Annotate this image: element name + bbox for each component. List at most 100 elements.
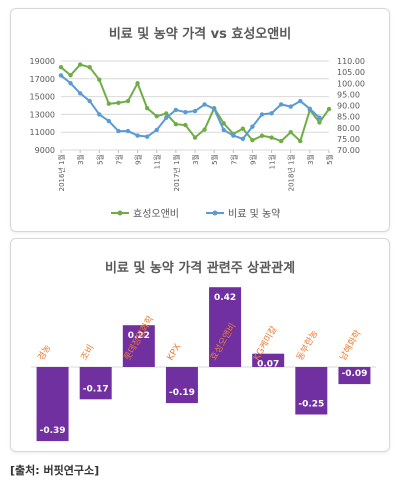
correlation-bar: [252, 353, 285, 367]
correlation-bar: [209, 287, 242, 367]
series-point: [144, 134, 150, 139]
series-point: [135, 81, 140, 86]
series-point: [77, 91, 83, 96]
legend-marker: [212, 210, 218, 216]
legend-label: 비료 및 농약: [228, 208, 280, 220]
series-point: [87, 65, 92, 70]
x-axis-tick-label: 3월: [306, 154, 315, 165]
category-label: 동부한농: [294, 328, 320, 362]
x-axis-tick-label: 9월: [248, 154, 257, 165]
correlation-bar: [165, 367, 198, 404]
series-point: [125, 128, 131, 134]
series-point: [97, 112, 102, 117]
bar-value-label: -0.19: [169, 388, 195, 398]
series-point: [183, 122, 188, 128]
left-axis-tick-label: 9000: [35, 146, 55, 155]
series-point: [116, 128, 121, 134]
x-axis-tick-label: 2016년 1월: [57, 154, 66, 191]
bar-chart: -0.39경농-0.17조비0.22롯데정밀화학-0.19KPX0.42효성오앤…: [31, 287, 376, 442]
series-point: [77, 62, 83, 67]
line-chart: 19000 17000 15000 13000 11000 9000 110.00 105.0…: [30, 57, 365, 220]
left-axis-tick-label: 19000: [30, 57, 55, 66]
series-point: [307, 106, 313, 112]
series-point: [202, 127, 207, 132]
series-point: [58, 73, 64, 78]
price-vs-stock-chart-panel: 비료 및 농약 가격 vs 효성오앤비 19000 17000 15000 13000…: [10, 8, 390, 232]
series-point: [317, 120, 322, 125]
series-point: [250, 124, 255, 129]
series-point: [173, 121, 179, 127]
right-axis-tick-label: 100.00: [337, 79, 365, 88]
x-axis-tick-label: 2017년 1월: [172, 154, 181, 191]
series-point: [259, 133, 265, 138]
series-point: [97, 77, 102, 82]
bar-value-label: -0.17: [83, 384, 109, 394]
right-axis-tick-label: 105.00: [337, 68, 365, 77]
series-point: [326, 106, 332, 112]
series-point: [192, 108, 198, 114]
category-label: 경농: [35, 342, 54, 362]
right-axis-tick-label: 80.00: [337, 124, 360, 133]
series-point: [87, 98, 92, 104]
legend-label: 효성오앤비: [133, 208, 179, 220]
series-line: [60, 63, 330, 143]
series-point: [269, 111, 274, 116]
series-point: [288, 104, 293, 109]
x-axis-tick-label: 11월: [153, 154, 162, 169]
bar-chart-title: 비료 및 농약 가격 관련주 상관관계: [104, 261, 296, 276]
correlation-bar: [79, 367, 112, 400]
series-point: [231, 133, 236, 138]
x-axis-tick-label: 3월: [191, 154, 200, 165]
series-point: [288, 130, 293, 135]
right-axis-tick-label: 75.00: [337, 135, 360, 144]
x-axis-tick-label: 2018년 1월: [287, 154, 296, 191]
series-point: [250, 138, 255, 143]
left-axis-tick-label: 17000: [30, 75, 55, 84]
x-axis-tick-label: 5월: [210, 154, 219, 165]
series-point: [116, 100, 121, 106]
line-chart-title: 비료 및 농약 가격 vs 효성오앤비: [108, 27, 292, 42]
series-point: [106, 118, 112, 124]
bar-value-label: 0.07: [257, 360, 279, 370]
right-axis-tick-label: 95.00: [337, 90, 360, 99]
series-point: [211, 106, 217, 112]
series-point: [68, 81, 73, 86]
right-axis-tick-label: 70.00: [337, 146, 360, 155]
x-axis-tick-label: 11월: [268, 154, 277, 169]
series-point: [298, 138, 303, 144]
legend-marker: [117, 210, 123, 216]
series-point: [106, 101, 112, 106]
series-point: [278, 102, 284, 107]
series-point: [192, 135, 198, 140]
series-point: [221, 121, 226, 126]
category-label: 조비: [79, 343, 97, 363]
series-point: [154, 127, 159, 133]
category-label: 남해화학: [338, 328, 364, 362]
right-axis-tick-label: 85.00: [337, 113, 360, 122]
series-point: [144, 105, 150, 111]
series-point: [298, 98, 303, 104]
bar-value-label: -0.09: [341, 369, 367, 379]
bar-value-label: 0.22: [128, 331, 150, 341]
bar-value-label: -0.25: [298, 400, 324, 410]
series-point: [164, 111, 169, 116]
category-label: KPX: [166, 342, 183, 362]
series-point: [240, 126, 246, 131]
right-axis-tick-label: 110.00: [337, 57, 365, 66]
series-point: [58, 65, 64, 70]
correlation-chart-panel: 비료 및 농약 가격 관련주 상관관계 -0.39 경농 -0.17 조비 0.22 롯데…: [10, 238, 390, 452]
x-axis-tick-label: 7월: [229, 154, 238, 165]
series-point: [183, 109, 188, 115]
series-point: [173, 107, 179, 113]
series-point: [68, 73, 73, 78]
series-point: [259, 112, 265, 117]
series-point: [164, 115, 169, 120]
bar-value-label: -0.39: [40, 426, 66, 436]
series-point: [202, 102, 207, 107]
correlation-bar: [295, 367, 328, 415]
x-axis-tick-label: 7월: [114, 154, 123, 165]
left-axis-tick-label: 13000: [30, 110, 55, 119]
right-axis-tick-label: 90.00: [337, 102, 360, 111]
x-axis-tick-label: 3월: [76, 154, 85, 165]
correlation-bar: [122, 325, 155, 367]
